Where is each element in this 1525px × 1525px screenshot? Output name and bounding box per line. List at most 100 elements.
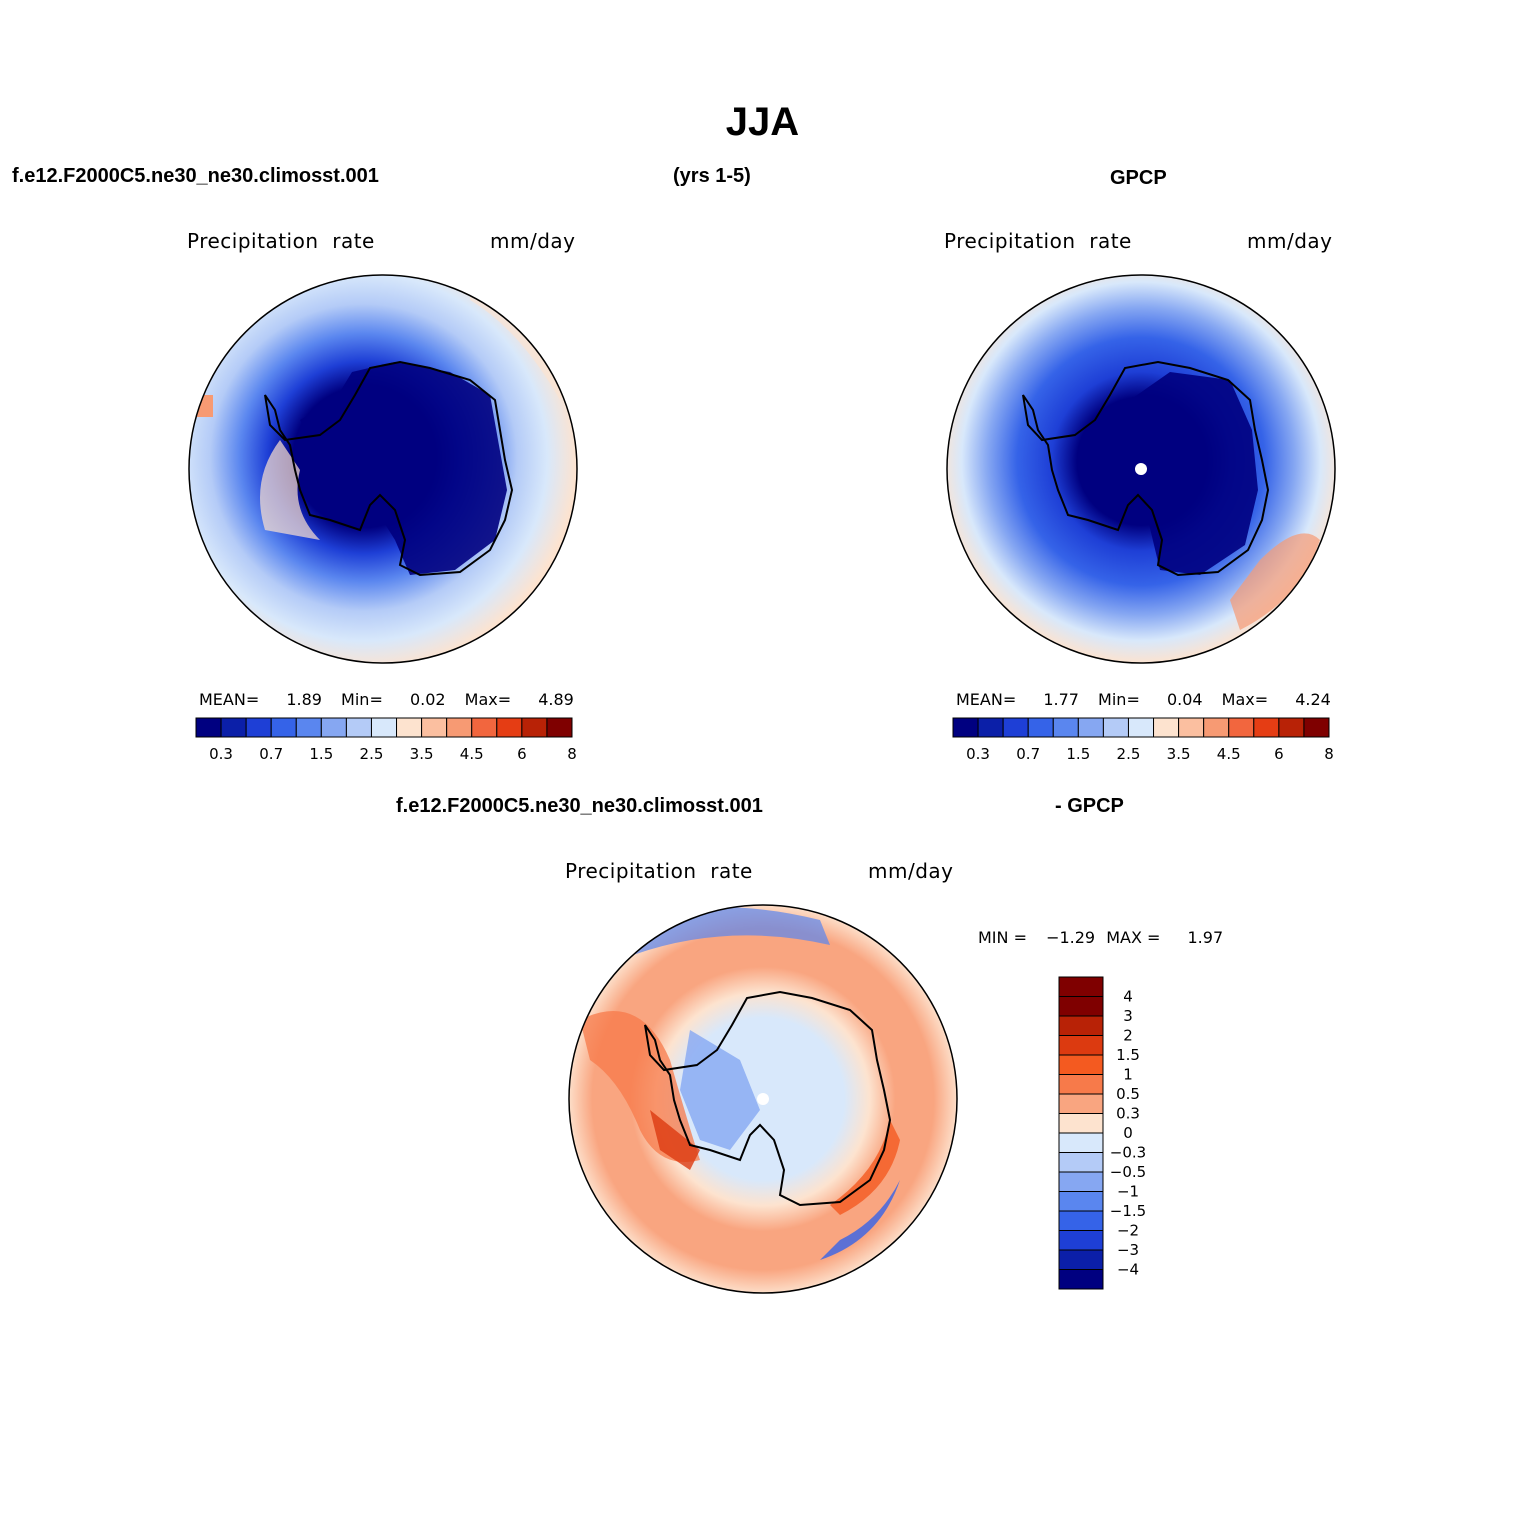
min-value: −1.29 (1046, 928, 1096, 947)
colorbar-tick-label: 4.5 (1217, 745, 1241, 763)
figure-title: JJA (725, 100, 800, 144)
colorbar-tick-label: 2.5 (1117, 745, 1141, 763)
colorbar-tick-label: 6 (1274, 745, 1284, 763)
mean-value: 1.89 (286, 690, 322, 709)
colorbar-box (1058, 1249, 1104, 1270)
colorbar-box (396, 717, 423, 738)
min-label: Min= (341, 690, 383, 709)
colorbar-tick-label: 8 (1324, 745, 1334, 763)
colorbar-box (1058, 996, 1104, 1017)
mean-label: MEAN= (199, 690, 260, 709)
colorbar-box (1058, 1035, 1104, 1056)
colorbar-box (1058, 1269, 1104, 1290)
colorbar-box (220, 717, 247, 738)
colorbar-box (1058, 1230, 1104, 1251)
colorbar-box (1303, 717, 1330, 738)
colorbar-tick-label: 1.5 (1066, 745, 1090, 763)
colorbar-box (471, 717, 498, 738)
panel3-variable: Precipitation rate (565, 859, 753, 883)
colorbar-tick-label: 2 (1123, 1027, 1133, 1045)
colorbar-box (1278, 717, 1305, 738)
colorbar-box (1253, 717, 1280, 738)
colorbar-tick-label: 0.7 (1016, 745, 1040, 763)
panel3-units: mm/day (868, 859, 954, 883)
colorbar-box (1002, 717, 1029, 738)
colorbar-diff: 43 21.5 10.5 0.30 −0.3−0.5 −1−1.5 −2−3 −4 (1058, 976, 1146, 1290)
colorbar-box (1058, 1015, 1104, 1036)
colorbar-box (370, 717, 398, 738)
max-label: Max= (464, 690, 512, 709)
colorbar-box (1058, 1074, 1104, 1095)
colorbar-box (1058, 1093, 1104, 1114)
colorbar-box (546, 717, 573, 738)
min-value: 0.02 (409, 690, 446, 709)
colorbar-tick-label: 0.3 (966, 745, 990, 763)
panel2-stats: MEAN= 1.77 Min= 0.04 Max= 4.24 (956, 690, 1331, 709)
colorbar-box (952, 717, 979, 738)
colorbar-box (270, 717, 297, 738)
colorbar-tick-label: 0.7 (259, 745, 283, 763)
colorbar-box (195, 717, 222, 738)
years-label: (yrs 1-5) (673, 165, 751, 187)
colorbar-tick-label: 4.5 (460, 745, 484, 763)
colorbar-box (1178, 717, 1205, 738)
colorbar-box (1102, 717, 1129, 738)
pole-marker (757, 1093, 769, 1105)
diff-obs-name: - GPCP (1055, 795, 1124, 817)
colorbar-tick-label: 0.3 (209, 745, 233, 763)
colorbar-box (295, 717, 322, 738)
colorbar-tick-label: 3 (1123, 1007, 1133, 1025)
colorbar-box (245, 717, 272, 738)
colorbar-box (1153, 717, 1180, 738)
colorbar-tick-label: 1.5 (309, 745, 333, 763)
colorbar-box (496, 717, 523, 738)
colorbar-box (1027, 717, 1054, 738)
diff-precip-map (568, 904, 958, 1294)
colorbar-box (1058, 1152, 1104, 1173)
min-label: MIN = (978, 928, 1027, 947)
colorbar-box (1077, 717, 1104, 738)
colorbar-tick-label: 6 (517, 745, 527, 763)
max-value: 4.89 (538, 690, 574, 709)
obs-precip-map (946, 274, 1336, 664)
case-name: f.e12.F2000C5.ne30_ne30.climosst.001 (12, 165, 379, 187)
colorbar-box (1228, 717, 1255, 738)
colorbar-model: 0.3 0.7 1.5 2.5 3.5 4.5 6 8 (195, 717, 577, 763)
panel2-variable: Precipitation rate (944, 229, 1132, 253)
colorbar-box (1052, 717, 1079, 738)
colorbar-box (421, 717, 448, 738)
panel1-units: mm/day (490, 229, 576, 253)
obs-name: GPCP (1110, 167, 1167, 189)
antarctica-coastline (644, 990, 892, 1207)
panel3-stats: MIN = −1.29 MAX = 1.97 (978, 928, 1223, 947)
colorbar-box (1058, 1191, 1104, 1212)
colorbar-tick-label: 1.5 (1116, 1046, 1140, 1064)
colorbar-box (1058, 1132, 1104, 1153)
diff-case-name: f.e12.F2000C5.ne30_ne30.climosst.001 (396, 795, 763, 817)
colorbar-box (1058, 976, 1104, 997)
min-value: 0.04 (1166, 690, 1203, 709)
colorbar-box (1058, 1210, 1104, 1231)
colorbar-tick-label: −2 (1117, 1222, 1139, 1240)
colorbar-tick-label: 0.3 (1116, 1105, 1140, 1123)
colorbar-box (320, 717, 347, 738)
colorbar-box (1058, 1054, 1104, 1075)
max-label: Max= (1221, 690, 1269, 709)
colorbar-tick-label: 0 (1123, 1124, 1133, 1142)
antarctica-coastline (264, 360, 514, 577)
max-value: 1.97 (1187, 928, 1224, 947)
mean-label: MEAN= (956, 690, 1017, 709)
colorbar-tick-label: −4 (1117, 1261, 1139, 1279)
panel1-variable: Precipitation rate (187, 229, 375, 253)
pole-marker (1135, 463, 1147, 475)
panel2-units: mm/day (1247, 229, 1333, 253)
colorbar-tick-label: 1 (1123, 1066, 1133, 1084)
colorbar-tick-label: 0.5 (1116, 1085, 1140, 1103)
colorbar-tick-label: 3.5 (1167, 745, 1191, 763)
colorbar-box (1127, 717, 1155, 738)
max-label: MAX = (1106, 928, 1161, 947)
colorbar-tick-label: −3 (1117, 1241, 1139, 1259)
colorbar-tick-label: 3.5 (410, 745, 434, 763)
antarctica-coastline (1022, 360, 1270, 577)
